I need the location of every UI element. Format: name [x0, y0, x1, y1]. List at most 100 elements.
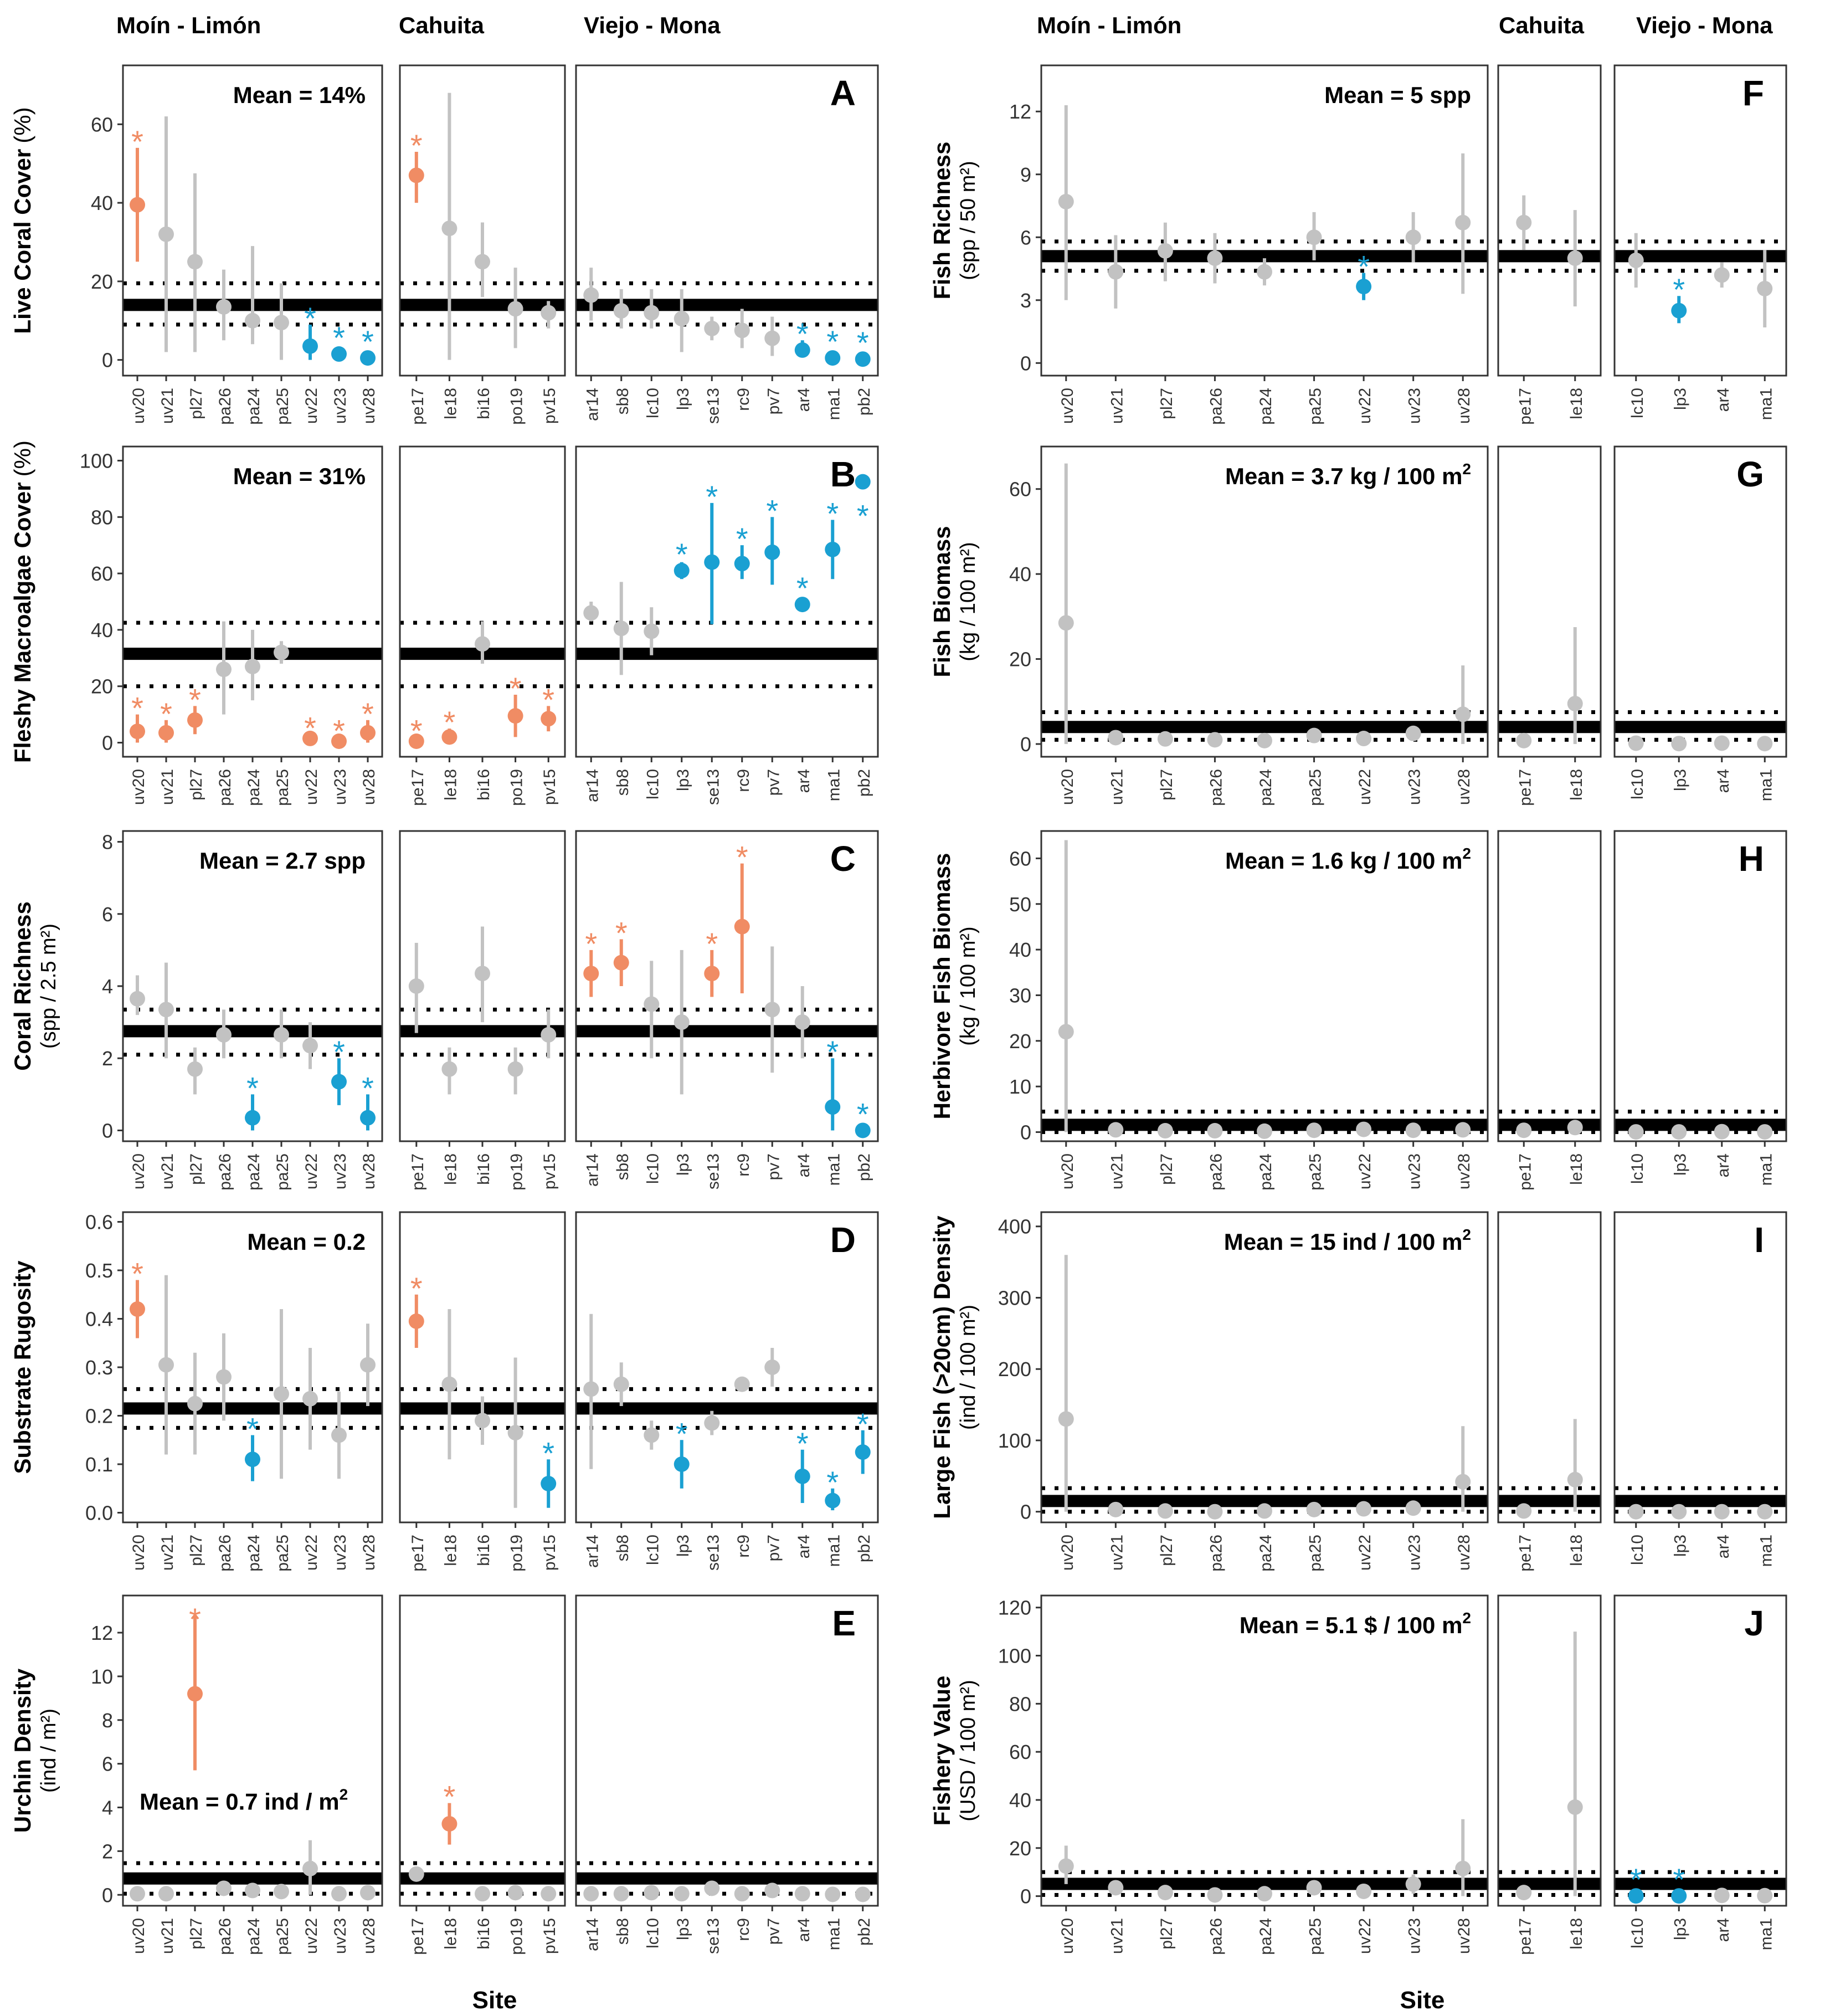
panel-A-point-pa26 — [216, 299, 232, 315]
panel-G-point-uv20 — [1058, 615, 1074, 631]
panel-A-point-pv15 — [541, 305, 557, 321]
panel-E-point-uv20 — [130, 1886, 145, 1902]
panel-I-xlabel-pa25: pa25 — [1307, 1535, 1325, 1572]
panel-F-point-pl27 — [1157, 243, 1173, 259]
panel-J-ytick-label: 60 — [1009, 1741, 1031, 1763]
panel-H: Herbivore Fish Biomass (kg / 100 m²) 0 10 20… — [929, 830, 1787, 1191]
panel-C-star-uv28: * — [362, 1070, 374, 1105]
panel-I-frame-1 — [1497, 1211, 1602, 1523]
panel-A-mean-label: Mean = 14% — [233, 82, 366, 108]
panel-D-ytick-label: 0.3 — [85, 1356, 113, 1379]
panel-C-frame-2 — [575, 830, 879, 1142]
panel-F-point-uv22 — [1356, 279, 1372, 295]
panel-A-star-uv23: * — [333, 320, 345, 355]
panel-I-point-pl27 — [1157, 1503, 1173, 1519]
panel-H-xlabel-pa25: pa25 — [1307, 1153, 1325, 1191]
panel-B-star-uv23: * — [333, 713, 345, 748]
panel-G-point-uv28 — [1455, 706, 1471, 722]
panel-D-point-ar14 — [583, 1381, 599, 1397]
panel-G-xlabel-pe17: pe17 — [1516, 769, 1534, 806]
panel-G-ytick-label: 20 — [1009, 648, 1031, 671]
panel-D-point-pa24 — [245, 1451, 260, 1468]
panel-H-point-ar4 — [1714, 1124, 1730, 1140]
panel-A-star-pb2: * — [857, 325, 869, 360]
panel-E-xlabel-pe17: pe17 — [409, 1918, 427, 1955]
panel-H-xlabel-uv28: uv28 — [1455, 1153, 1473, 1189]
panel-E-frame-2 — [575, 1594, 879, 1907]
panel-B-point-lc10 — [644, 623, 660, 639]
panel-E-point-ar4 — [794, 1886, 810, 1902]
panel-J-ytick-label: 40 — [1009, 1789, 1031, 1812]
panel-E-letter: E — [832, 1603, 856, 1643]
panel-E-point-ma1 — [825, 1886, 841, 1902]
panel-J-group-2: * lc10 * lp3 ar4 ma1 — [1613, 1594, 1787, 1950]
panel-E-mean-label-sup: 2 — [340, 1786, 348, 1803]
panel-C-star-uv23: * — [333, 1034, 345, 1069]
panel-F-frame-2 — [1613, 64, 1787, 377]
panel-I-point-uv22 — [1356, 1501, 1372, 1517]
panel-D-point-lc10 — [644, 1427, 660, 1443]
panel-D-xlabel-pe17: pe17 — [409, 1535, 427, 1572]
panel-E-xlabel-sb8: sb8 — [614, 1918, 632, 1945]
panel-H-ytick-label: 20 — [1009, 1030, 1031, 1053]
panel-F-xlabel-uv22: uv22 — [1356, 388, 1374, 424]
panel-E-point-rc9 — [734, 1886, 750, 1902]
panel-J-xlabel-uv23: uv23 — [1406, 1918, 1424, 1954]
panel-E-ytick-label: 2 — [102, 1840, 113, 1863]
panel-B-star-lp3: * — [676, 537, 688, 572]
panel-I-ylabel2: (ind / 100 m²) — [957, 1305, 980, 1430]
panel-A-xlabel-ar4: ar4 — [795, 388, 813, 412]
panel-F-point-uv23 — [1405, 229, 1421, 245]
panel-E-xlabel-pa24: pa24 — [245, 1918, 263, 1955]
panel-A-point-pl27 — [187, 254, 203, 270]
panel-B-mean-label: Mean = 31% — [233, 463, 366, 489]
panel-D-xlabel-ar4: ar4 — [795, 1535, 813, 1558]
panel-C-point-pa24 — [245, 1110, 260, 1126]
panel-D-xlabel-pb2: pb2 — [855, 1535, 873, 1562]
panel-A-point-po19 — [507, 301, 523, 317]
panel-C-group-1: pe17 le18 bi16 po19 pv15 — [399, 830, 566, 1191]
panel-D-xlabel-se13: se13 — [704, 1535, 722, 1571]
panel-J-frame-1 — [1497, 1594, 1602, 1907]
panel-E-point-uv22 — [302, 1860, 318, 1876]
panel-A-ytick-label: 60 — [91, 113, 113, 136]
panel-A-xlabel-uv28: uv28 — [360, 388, 378, 424]
panel-B-xlabel-pv7: pv7 — [764, 769, 783, 796]
panel-E-point-uv28 — [360, 1885, 376, 1901]
panel-C-point-pv7 — [764, 1002, 780, 1018]
panel-C-point-pe17 — [408, 978, 424, 994]
panel-C-point-bi16 — [475, 966, 490, 982]
panel-F-xlabel-uv28: uv28 — [1455, 388, 1473, 424]
panel-D-xlabel-uv23: uv23 — [331, 1535, 349, 1571]
panel-I-ytick-label: 0 — [1020, 1501, 1031, 1523]
panel-E-star-le18: * — [444, 1779, 456, 1814]
panel-B-frame-2 — [575, 445, 879, 758]
panel-J-xlabel-lp3: lp3 — [1671, 1918, 1689, 1940]
region-header-left-cahuita: Cahuita — [399, 12, 485, 38]
panel-A-group-0: * uv20 uv21 pl27 pa26 pa24 pa25 * uv22 * uv23 * uv28 — [122, 64, 383, 425]
panel-B-group-0: * uv20 * uv21 * pl27 pa26 pa24 pa25 * uv22 * uv23 * uv… — [122, 445, 383, 806]
panel-H-ytick-label: 40 — [1009, 938, 1031, 961]
panel-D-point-pa25 — [274, 1386, 289, 1402]
panel-F-group-2: lc10 * lp3 ar4 ma1 — [1613, 64, 1787, 420]
panel-F-star-uv22: * — [1358, 249, 1370, 284]
panel-B-star-se13: * — [706, 479, 718, 514]
panel-A-xlabel-uv23: uv23 — [331, 388, 349, 424]
panel-C-xlabel-se13: se13 — [704, 1153, 722, 1189]
panel-I: Large Fish (>20cm) Density (ind / 100 m²)… — [929, 1211, 1787, 1572]
panel-A-group-1: * pe17 le18 bi16 po19 pv15 — [399, 64, 566, 425]
panel-E-point-pv15 — [541, 1886, 557, 1902]
panel-B-point-lp3 — [674, 563, 690, 578]
panel-F-xlabel-pa26: pa26 — [1207, 388, 1225, 425]
panel-A-point-pa25 — [274, 315, 289, 331]
panel-D-frame-0 — [122, 1211, 383, 1523]
panel-C-point-lp3 — [674, 1014, 690, 1030]
panel-I-letter: I — [1754, 1220, 1764, 1260]
panel-F-xlabel-uv23: uv23 — [1406, 388, 1424, 424]
panel-J: Fishery Value (USD / 100 m²) 0 20 40 60 80 100 1… — [929, 1594, 1787, 1955]
panel-E-xlabel-pb2: pb2 — [855, 1918, 873, 1946]
panel-H-xlabel-uv20: uv20 — [1058, 1153, 1077, 1189]
panel-B-ytick-label: 40 — [91, 619, 113, 642]
panel-E-ylabel: Urchin Density — [9, 1668, 35, 1833]
panel-J-frame-2 — [1613, 1594, 1787, 1907]
